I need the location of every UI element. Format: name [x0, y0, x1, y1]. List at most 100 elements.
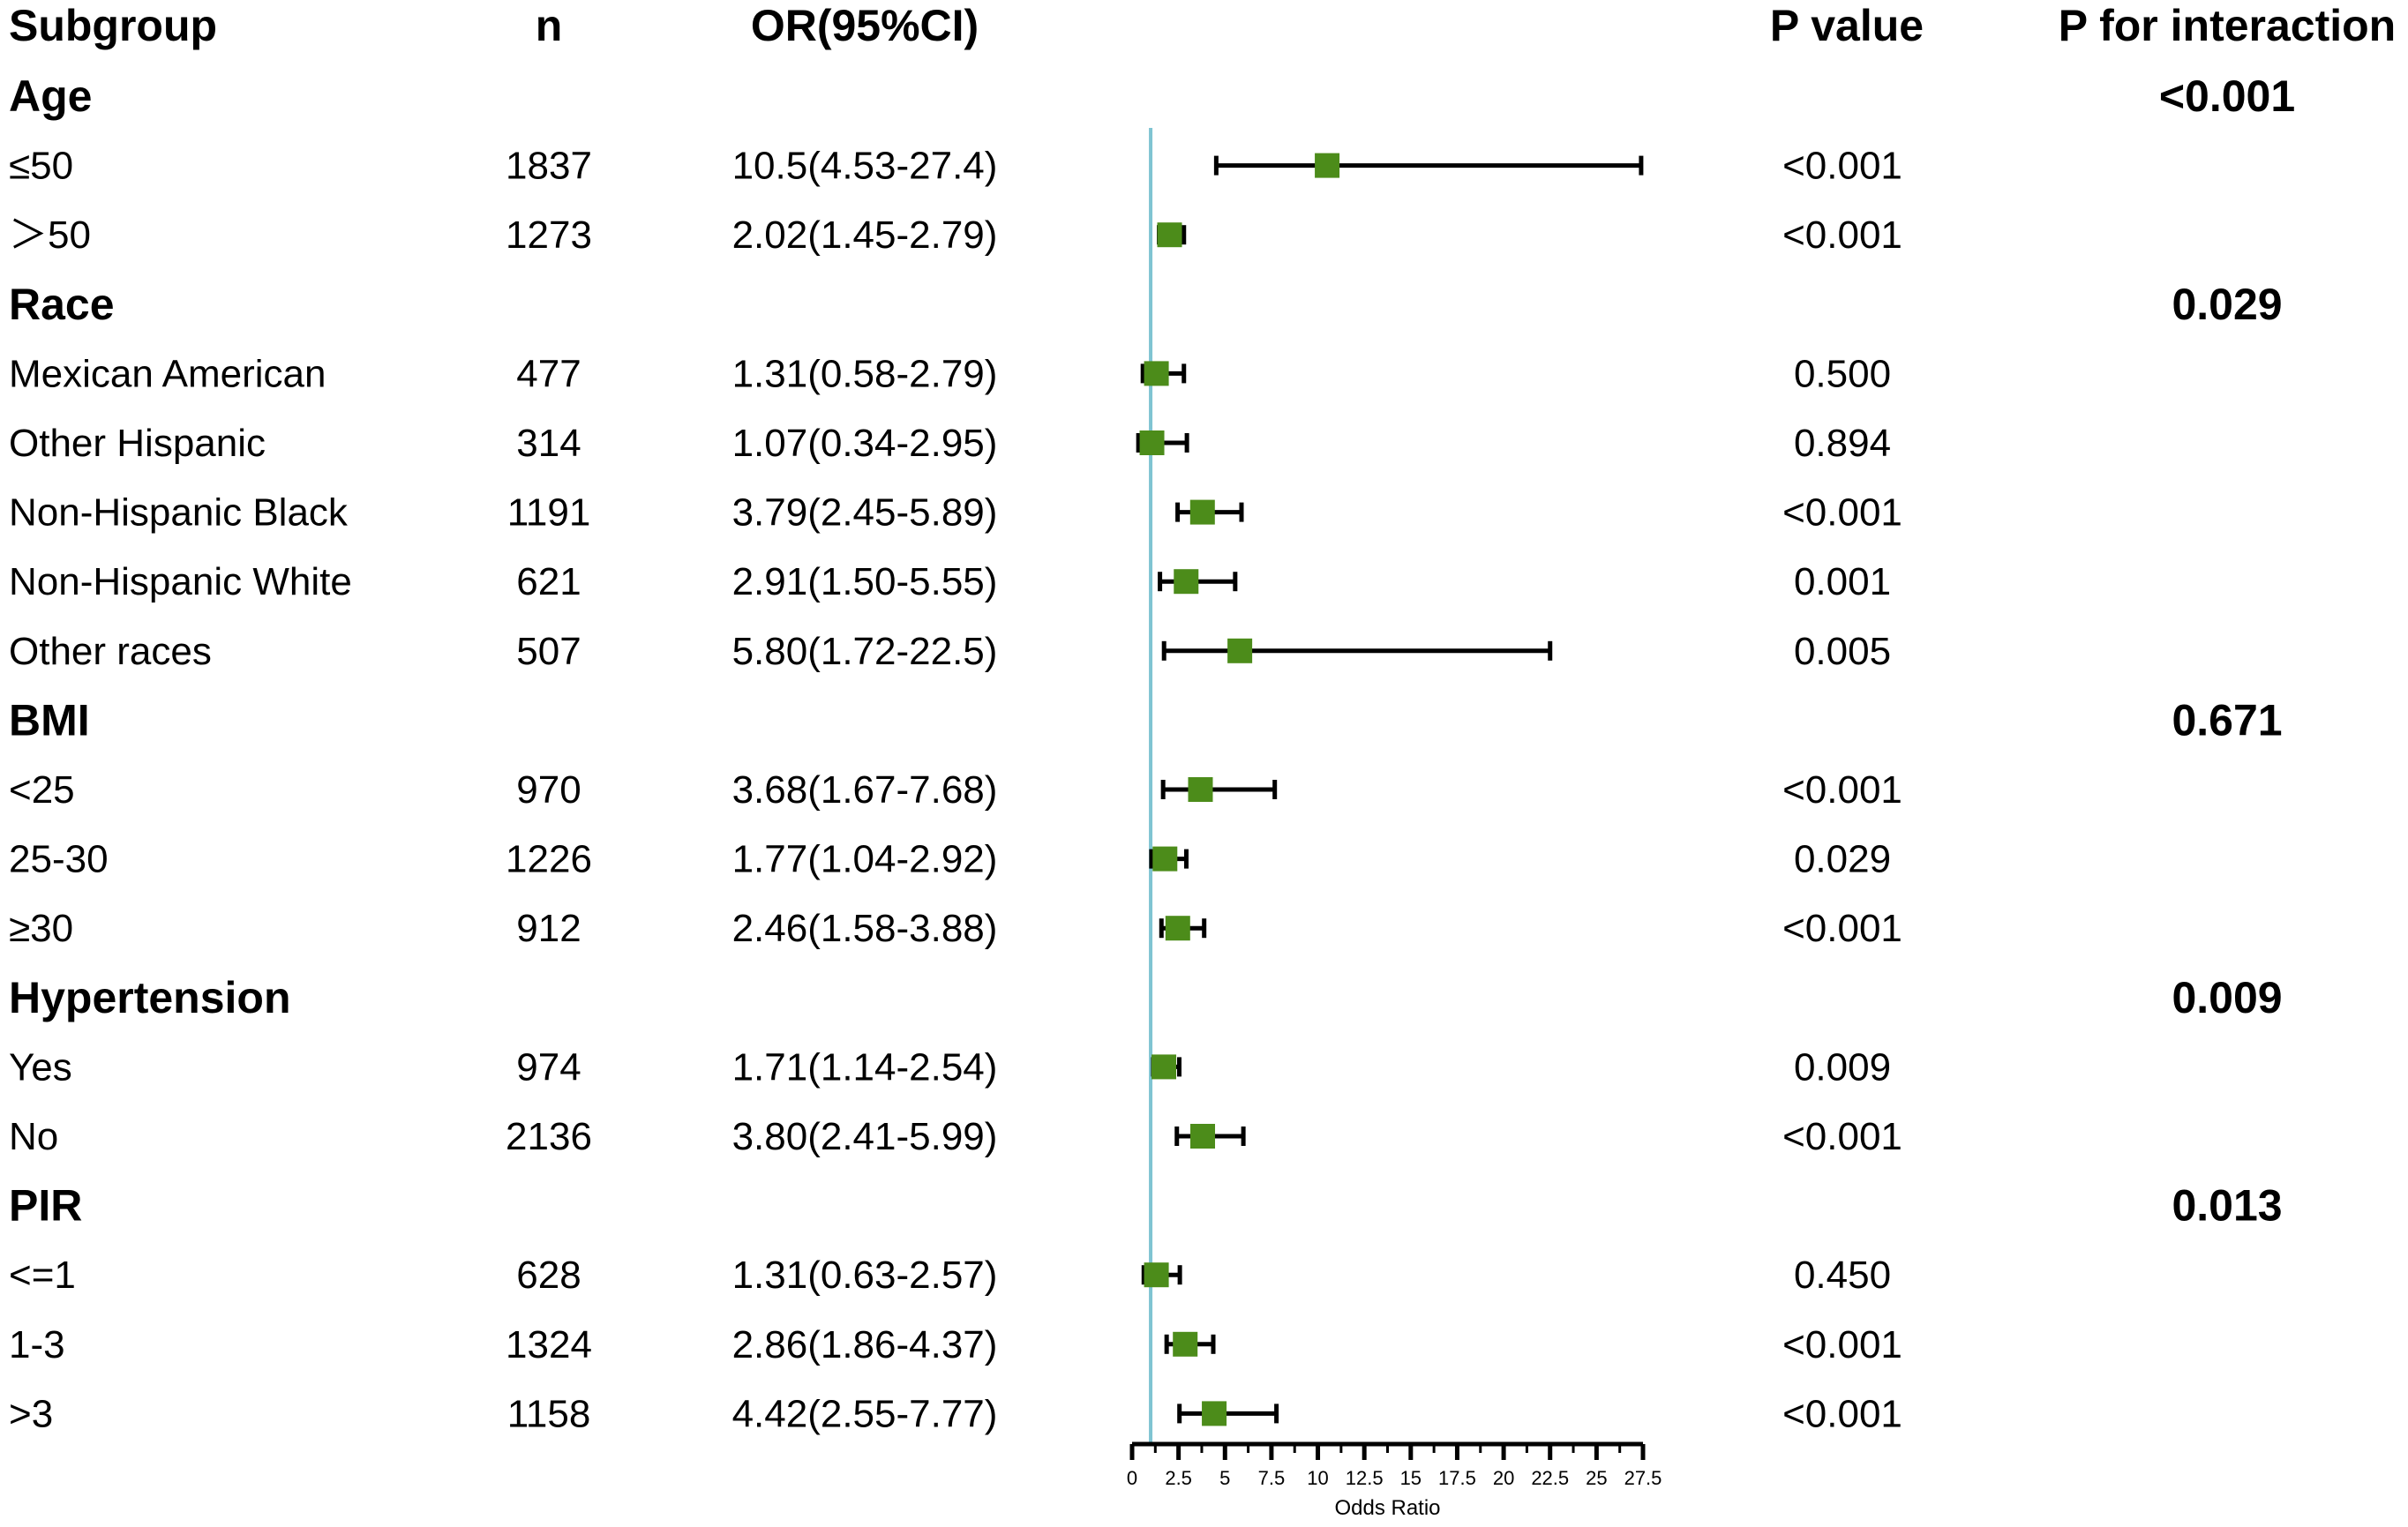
x-tick-label: 10 — [1307, 1467, 1328, 1489]
or-marker — [1173, 1331, 1198, 1357]
x-tick-label: 25 — [1586, 1467, 1607, 1489]
or-ci-value: 2.91(1.50-5.55) — [732, 560, 998, 603]
or-ci-value: 1.07(0.34-2.95) — [732, 422, 998, 465]
group-label: PIR — [9, 1181, 82, 1231]
n-value: 628 — [516, 1254, 581, 1297]
subgroup-label: ≥30 — [9, 907, 73, 950]
plot-area: 0 2.5 5 7.5 10 12.5 15 17.5 20 22.5 25 27.5 Odds Rat… — [1127, 128, 1662, 1520]
p-value: 0.500 — [1794, 352, 1891, 395]
subgroup-label: Yes — [9, 1045, 72, 1089]
or-marker — [1227, 638, 1253, 663]
subgroup-label: Non-Hispanic Black — [9, 491, 349, 535]
p-value: 0.029 — [1794, 838, 1891, 881]
or-ci-value: 1.31(0.63-2.57) — [732, 1254, 998, 1297]
or-marker — [1157, 222, 1182, 248]
subgroup-label: Other races — [9, 630, 212, 673]
or-marker — [1152, 846, 1178, 872]
subgroup-label: 1-3 — [9, 1323, 65, 1366]
p-value: <0.001 — [1782, 1392, 1902, 1435]
p-value: 0.450 — [1794, 1254, 1891, 1297]
group-label: BMI — [9, 695, 90, 745]
x-tick-label: 2.5 — [1165, 1467, 1192, 1489]
table-rows: Age <0.001 ≤50 1837 10.5(4.53-27.4) <0.001 ＞50… — [9, 71, 2295, 1435]
or-marker — [1315, 153, 1340, 178]
or-marker — [1144, 1262, 1169, 1288]
x-tick-label: 5 — [1219, 1467, 1230, 1489]
subgroup-label: Mexican American — [9, 352, 326, 395]
or-ci-value: 1.71(1.14-2.54) — [732, 1045, 998, 1089]
subgroup-label: 25-30 — [9, 838, 109, 881]
n-value: 477 — [516, 352, 581, 395]
p-value: 0.005 — [1794, 630, 1891, 673]
or-marker — [1174, 569, 1199, 595]
n-value: 1158 — [507, 1392, 591, 1435]
x-tick-label: 20 — [1493, 1467, 1514, 1489]
n-value: 912 — [516, 907, 581, 950]
or-ci-value: 2.46(1.58-3.88) — [732, 907, 998, 950]
or-ci-value: 3.79(2.45-5.89) — [732, 491, 998, 535]
or-ci-value: 2.86(1.86-4.37) — [732, 1323, 998, 1366]
header-row: Subgroup n OR(95%CI) P value P for inter… — [9, 1, 2396, 50]
p-value: <0.001 — [1782, 1323, 1902, 1366]
group-p-interaction: <0.001 — [2159, 71, 2295, 121]
or-ci-value: 1.31(0.58-2.79) — [732, 352, 998, 395]
or-marker — [1202, 1401, 1227, 1426]
or-ci-value: 10.5(4.53-27.4) — [732, 145, 998, 188]
or-marker — [1165, 916, 1190, 941]
group-p-interaction: 0.013 — [2172, 1181, 2282, 1231]
p-value: <0.001 — [1782, 768, 1902, 812]
n-value: 2136 — [506, 1115, 592, 1158]
or-marker — [1189, 499, 1215, 525]
x-tick-label: 22.5 — [1531, 1467, 1569, 1489]
or-ci-value: 3.68(1.67-7.68) — [732, 768, 998, 812]
n-value: 974 — [516, 1045, 581, 1089]
p-value: <0.001 — [1782, 491, 1902, 535]
x-tick-label: 17.5 — [1438, 1467, 1476, 1489]
n-value: 1191 — [507, 491, 591, 535]
x-tick-label: 15 — [1400, 1467, 1422, 1489]
x-tick-label: 12.5 — [1346, 1467, 1384, 1489]
or-marker — [1139, 430, 1165, 455]
p-value: 0.894 — [1794, 422, 1891, 465]
group-p-interaction: 0.009 — [2172, 973, 2282, 1022]
or-ci-value: 1.77(1.04-2.92) — [732, 838, 998, 881]
p-value: <0.001 — [1782, 907, 1902, 950]
p-value: <0.001 — [1782, 213, 1902, 257]
p-value: <0.001 — [1782, 1115, 1902, 1158]
subgroup-label: Other Hispanic — [9, 422, 266, 465]
n-value: 1273 — [506, 213, 592, 257]
group-label: Age — [9, 71, 92, 121]
n-value: 1226 — [506, 838, 592, 881]
n-value: 1837 — [506, 145, 592, 188]
x-tick-label: 0 — [1127, 1467, 1137, 1489]
n-value: 1324 — [506, 1323, 592, 1366]
group-p-interaction: 0.029 — [2172, 280, 2282, 329]
or-ci-value: 2.02(1.45-2.79) — [732, 213, 998, 257]
p-value: 0.001 — [1794, 560, 1891, 603]
group-label: Race — [9, 280, 115, 329]
subgroup-label: ≤50 — [9, 145, 73, 188]
or-marker — [1144, 361, 1169, 386]
subgroup-label: <25 — [9, 768, 75, 812]
or-marker — [1151, 1054, 1177, 1080]
or-marker — [1190, 1124, 1216, 1149]
group-p-interaction: 0.671 — [2172, 695, 2282, 745]
p-value: 0.009 — [1794, 1045, 1891, 1089]
header-p-interaction: P for interaction — [2059, 1, 2396, 50]
n-value: 621 — [516, 560, 581, 603]
p-value: <0.001 — [1782, 145, 1902, 188]
n-value: 314 — [516, 422, 581, 465]
x-tick-label: 7.5 — [1258, 1467, 1286, 1489]
header-n: n — [536, 1, 563, 50]
or-ci-value: 4.42(2.55-7.77) — [732, 1392, 998, 1435]
header-p-value: P value — [1770, 1, 1924, 50]
n-value: 970 — [516, 768, 581, 812]
subgroup-label: <=1 — [9, 1254, 76, 1297]
header-or: OR(95%CI) — [751, 1, 979, 50]
or-ci-value: 3.80(2.41-5.99) — [732, 1115, 998, 1158]
subgroup-label: >3 — [9, 1392, 53, 1435]
subgroup-label: ＞50 — [9, 213, 91, 257]
or-marker — [1188, 777, 1213, 802]
n-value: 507 — [516, 630, 581, 673]
